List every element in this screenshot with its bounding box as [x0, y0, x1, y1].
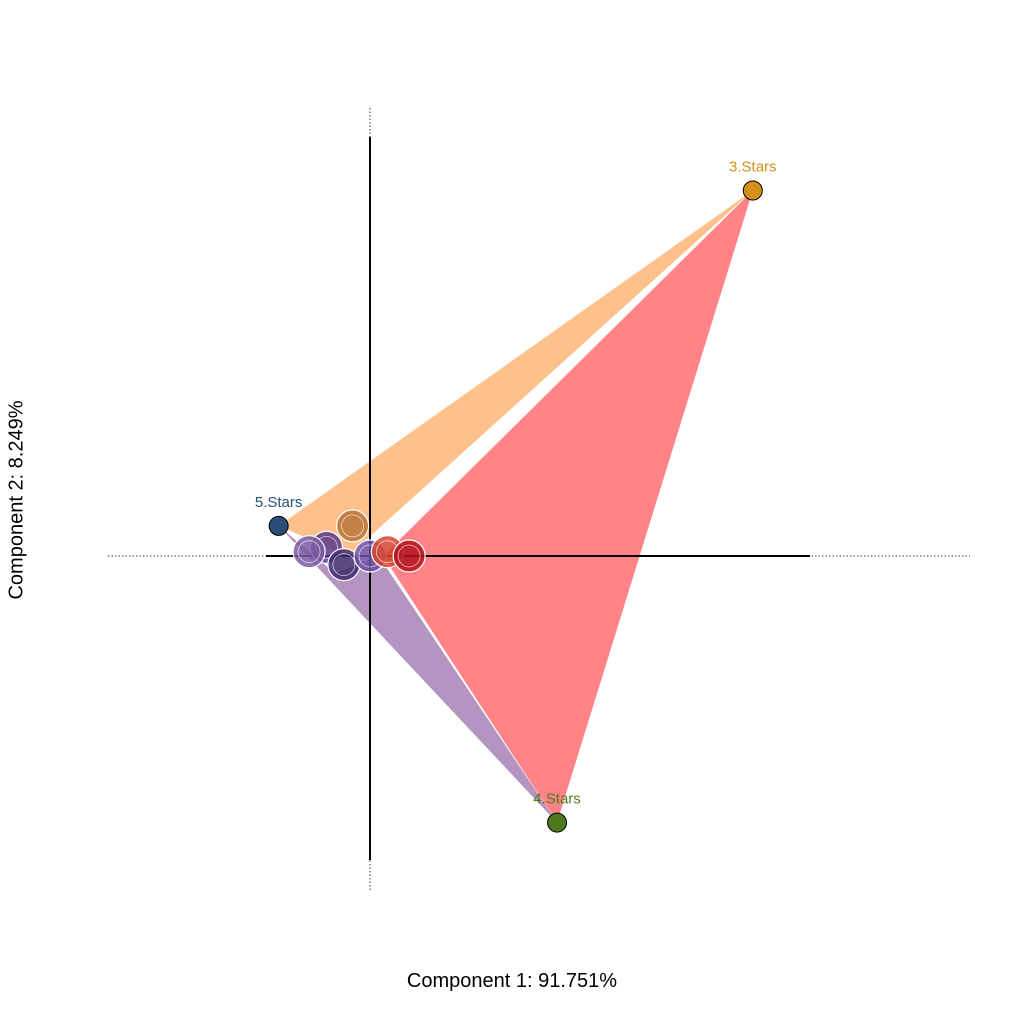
region-polygon-1 — [278, 190, 753, 556]
anchor-label-3: 4.Stars — [533, 791, 581, 808]
anchor-point-3 — [547, 812, 568, 833]
brand-marker-ring-3 — [332, 553, 356, 576]
x-axis-title: Component 1: 91.751% — [406, 970, 618, 992]
anchor-label-1: 3.Stars — [729, 159, 777, 176]
anchor-point-1 — [742, 180, 763, 201]
brand-marker-ring-7 — [297, 540, 321, 564]
region-polygon-3 — [383, 190, 753, 823]
y-axis-title: Component 2: 8.249% — [5, 400, 28, 600]
brand-marker-ring-2 — [341, 514, 365, 538]
anchor-label-2: 5.Stars — [255, 494, 303, 511]
region-polygon-2 — [278, 525, 558, 823]
brand-marker-ring-6 — [397, 544, 421, 568]
anchor-point-2 — [268, 515, 289, 536]
